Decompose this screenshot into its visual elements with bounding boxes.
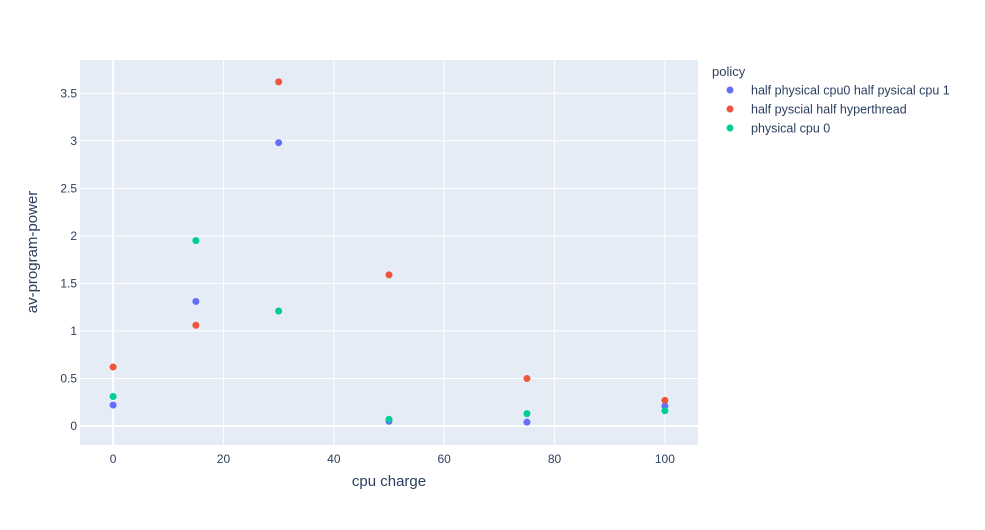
legend-label: physical cpu 0 [751,122,830,136]
legend-marker [726,86,734,94]
y-tick-label: 3.5 [60,86,77,100]
legend-marker [726,124,734,132]
y-tick-label: 1.5 [60,276,77,290]
x-tick-label: 40 [327,452,341,466]
plot-area [80,60,698,445]
y-tick-label: 3 [70,134,77,148]
y-tick-label: 0 [70,419,77,433]
data-point[interactable] [523,374,531,382]
y-tick-label: 1 [70,324,77,338]
data-point[interactable] [661,407,669,415]
data-point[interactable] [192,321,200,329]
legend-item[interactable]: physical cpu 0 [726,122,831,136]
data-point[interactable] [275,139,283,147]
legend[interactable]: policy half physical cpu0 half pysical c… [712,64,950,136]
data-point[interactable] [192,237,200,245]
data-point[interactable] [523,418,531,426]
data-point[interactable] [385,271,393,279]
y-tick-label: 2.5 [60,181,77,195]
x-tick-label: 100 [655,452,675,466]
x-tick-label: 60 [437,452,451,466]
legend-label: half physical cpu0 half pysical cpu 1 [751,84,950,98]
y-tick-label: 0.5 [60,371,77,385]
x-tick-label: 0 [110,452,117,466]
legend-marker [726,105,734,113]
data-point[interactable] [192,297,200,305]
data-point[interactable] [109,363,117,371]
data-points [109,78,669,426]
legend-item[interactable]: half pyscial half hyperthread [726,103,907,117]
tick-labels: 0 20 40 60 80 100 0 0.5 1 1.5 2 2.5 3 3.5 [60,86,675,466]
legend-item[interactable]: half physical cpu0 half pysical cpu 1 [726,84,950,98]
legend-title: policy [712,64,746,79]
data-point[interactable] [109,401,117,409]
grid-lines [80,60,698,445]
data-point[interactable] [275,307,283,315]
data-point[interactable] [661,396,669,404]
x-tick-label: 80 [548,452,562,466]
data-point[interactable] [109,393,117,401]
y-tick-label: 2 [70,229,77,243]
data-point[interactable] [385,415,393,423]
data-point[interactable] [275,78,283,86]
y-axis-label: av-program-power [24,191,41,314]
x-axis-label: cpu charge [352,473,426,490]
x-tick-label: 20 [217,452,231,466]
data-point[interactable] [523,410,531,418]
legend-label: half pyscial half hyperthread [751,103,907,117]
